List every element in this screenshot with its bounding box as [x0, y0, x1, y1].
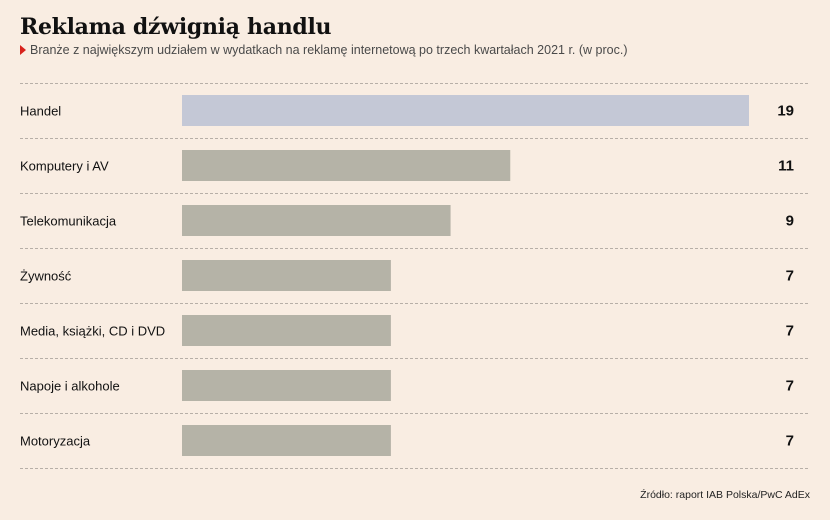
category-label-4: Media, książki, CD i DVD: [20, 324, 165, 339]
bar-2: [182, 205, 451, 236]
value-label-4: 7: [786, 323, 794, 340]
chart-subtitle-row: Branże z największym udziałem w wydatkac…: [20, 43, 627, 57]
bar-3: [182, 260, 391, 291]
bar-6: [182, 425, 391, 456]
category-label-6: Motoryzacja: [20, 434, 91, 449]
category-label-2: Telekomunikacja: [20, 214, 117, 229]
category-label-0: Handel: [20, 104, 61, 119]
value-label-2: 9: [786, 213, 794, 230]
triangle-marker-icon: [20, 45, 26, 55]
category-label-1: Komputery i AV: [20, 159, 109, 174]
category-label-5: Napoje i alkohole: [20, 379, 120, 394]
bar-5: [182, 370, 391, 401]
bar-4: [182, 315, 391, 346]
value-label-5: 7: [786, 378, 794, 395]
chart-subtitle: Branże z największym udziałem w wydatkac…: [30, 43, 628, 57]
source-note: Źródło: raport IAB Polska/PwC AdEx: [640, 489, 810, 501]
value-label-3: 7: [786, 268, 794, 285]
chart-title: Reklama dźwignią handlu: [20, 14, 332, 40]
value-label-1: 11: [778, 158, 794, 175]
bar-1: [182, 150, 511, 181]
value-label-6: 7: [786, 433, 794, 450]
value-label-0: 19: [777, 103, 794, 120]
category-label-3: Żywność: [20, 269, 72, 284]
bar-0: [182, 95, 749, 126]
